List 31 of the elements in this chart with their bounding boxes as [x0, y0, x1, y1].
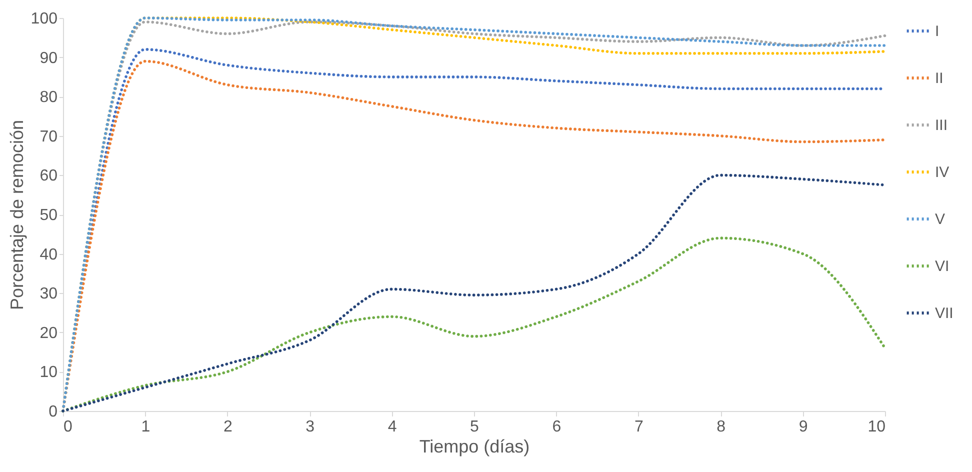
x-tick-label: 7	[634, 418, 644, 436]
y-axis-title: Porcentaje de remoción	[6, 120, 27, 310]
y-tick-label: 0	[48, 404, 58, 420]
y-tick-label: 10	[40, 364, 58, 382]
x-axis-title: Tiempo (días)	[419, 436, 530, 456]
y-tick-label: 60	[40, 168, 58, 185]
x-tick-label: 0	[64, 418, 72, 436]
legend-label: III	[935, 117, 948, 134]
x-tick-label: 5	[470, 418, 480, 436]
y-tick-label: 30	[40, 286, 58, 303]
x-tick-label: 9	[798, 418, 808, 436]
legend-label: I	[935, 23, 940, 40]
x-tick-label: 4	[388, 418, 397, 436]
y-tick-label: 20	[40, 324, 58, 342]
x-tick-label: 8	[716, 418, 726, 436]
legend-label: V	[935, 211, 946, 228]
x-tick-label: 6	[552, 418, 562, 436]
x-tick-label: 1	[141, 418, 150, 436]
y-tick-label: 100	[30, 10, 58, 28]
legend-label: VI	[935, 258, 950, 275]
x-tick-label: 3	[306, 418, 315, 436]
y-tick-label: 90	[40, 50, 58, 67]
y-tick-label: 70	[40, 128, 58, 146]
x-tick-label: 10	[868, 418, 886, 436]
legend-label: IV	[935, 164, 950, 181]
y-tick-label: 80	[40, 89, 58, 106]
y-tick-label: 50	[40, 207, 58, 224]
legend-label: VII	[935, 305, 954, 322]
y-tick-label: 40	[40, 246, 58, 264]
legend-label: II	[935, 70, 944, 87]
x-tick-label: 2	[223, 418, 232, 436]
